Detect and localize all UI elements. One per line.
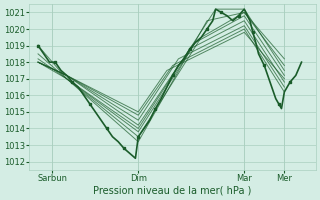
X-axis label: Pression niveau de la mer( hPa ): Pression niveau de la mer( hPa ) xyxy=(93,186,252,196)
